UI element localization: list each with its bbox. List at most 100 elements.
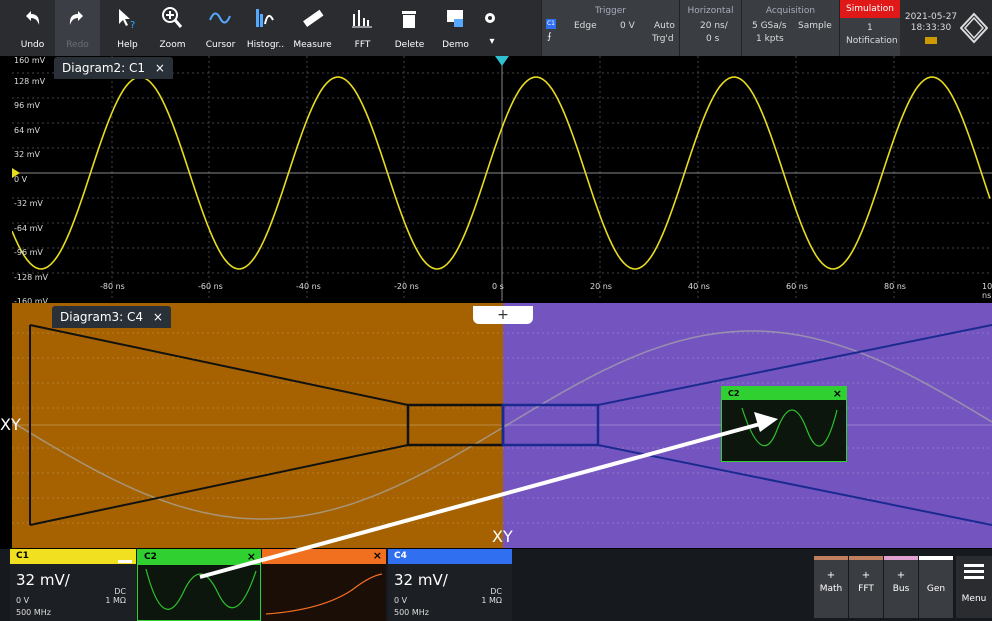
simulation-count: 1 (867, 23, 873, 33)
menu-button[interactable]: Menu (956, 556, 992, 618)
bus-plus-icon: + (896, 570, 906, 581)
acquisition-panel[interactable]: Acquisition 5 GSa/s Sample 1 kpts (741, 0, 839, 56)
diagram2-tab[interactable]: Diagram2: C1 × (54, 57, 173, 79)
delete-label: Delete (394, 40, 425, 50)
drag-preview-name: C2 (728, 389, 740, 398)
trigger-panel[interactable]: Trigger C1 ⨍ Edge 0 V Auto Trg'd (541, 0, 679, 56)
diagram2-x-label: 0 s (492, 282, 504, 291)
acquisition-length: 1 kpts (756, 34, 784, 44)
acquisition-rate: 5 GSa/s (752, 21, 787, 31)
redo-label: Redo (66, 40, 89, 50)
diagram2-x-label: -40 ns (296, 282, 321, 291)
time-text: 18:33:30 (910, 23, 952, 33)
xy-left-label: XY (0, 415, 21, 434)
trigger-state: Trg'd (652, 34, 674, 44)
diagram2-y-label: 64 mV (14, 125, 40, 135)
simulation-panel[interactable]: Simulation 1 Notification (839, 0, 900, 56)
zoom-button[interactable]: Zoom (150, 0, 195, 56)
drag-preview-c2[interactable]: C2 × (721, 386, 847, 462)
trigger-type: Edge (574, 21, 597, 31)
c4-scale: 32 mV/ (394, 571, 448, 589)
diagram2-x-label: 80 ns (884, 282, 906, 291)
undo-button[interactable]: Undo (10, 0, 55, 56)
diagram2-x-label: 20 ns (590, 282, 612, 291)
diagram3-tab[interactable]: Diagram3: C4 × (52, 306, 171, 328)
diagram2[interactable]: Diagram2: C1 × 160 mV 128 mV 96 mV 64 mV 32 … (12, 56, 992, 306)
c1-bandwidth: 500 MHz (16, 608, 51, 617)
diagram2-y-label: -64 mV (14, 223, 43, 233)
delete-button[interactable]: Delete (387, 0, 432, 56)
bus-button[interactable]: + Bus (884, 556, 918, 618)
gen-button[interactable]: Gen (919, 556, 953, 618)
demo-button[interactable]: Demo (433, 0, 478, 56)
ruler-icon (303, 9, 324, 28)
trigger-source-badge: C1 (546, 19, 556, 29)
math-plus-icon: + (826, 570, 836, 581)
channel-c4[interactable]: C4 32 mV/ DC 0 V 1 MΩ 500 MHz (388, 549, 512, 621)
measure-button[interactable]: Measure (290, 0, 335, 56)
math-label: Math (819, 584, 843, 594)
add-diagram-button[interactable]: + (473, 306, 533, 324)
fft-label: FFT (354, 40, 371, 50)
drag-preview-close-button[interactable]: × (832, 387, 842, 400)
math-button[interactable]: + Math (814, 556, 848, 618)
cursor-button[interactable]: Cursor (198, 0, 243, 56)
trigger-level: 0 V (620, 21, 635, 31)
acquisition-header: Acquisition (765, 6, 816, 16)
simulation-header: Simulation (840, 0, 900, 18)
channel-c1[interactable]: C1 32 mV/ DC 0 V 1 MΩ 500 MHz (10, 549, 136, 621)
c3-header (262, 549, 386, 564)
date-text: 2021-05-27 (904, 12, 958, 22)
diagram2-y-label: -32 mV (14, 199, 43, 208)
c4-header: C4 (388, 549, 512, 564)
simulation-label: Notification (846, 36, 898, 46)
redo-button[interactable]: Redo (55, 0, 100, 56)
cursor-label: Cursor (205, 40, 236, 50)
horizontal-panel[interactable]: Horizontal 20 ns/ 0 s (679, 0, 741, 56)
toolbar: Undo Redo ? Help Zoom Cursor Histogr.. M… (0, 0, 992, 56)
gear-icon (485, 13, 495, 23)
diagram2-y-label: -96 mV (14, 248, 43, 257)
diagram3-close-button[interactable]: × (152, 310, 163, 324)
diagram2-y-label: 32 mV (14, 150, 40, 159)
demo-label: Demo (442, 40, 469, 50)
histogram-button[interactable]: Histogr.. (243, 0, 288, 56)
help-button[interactable]: ? Help (105, 0, 150, 56)
trigger-mode: Auto (654, 21, 675, 31)
c3-mini-waveform (265, 573, 383, 615)
fft-button[interactable]: FFT (340, 0, 385, 56)
drag-preview-waveform (741, 407, 838, 447)
gen-label: Gen (926, 584, 946, 594)
c2-close-button[interactable]: × (246, 550, 256, 563)
menu-label: Menu (961, 594, 987, 604)
trigger-header: Trigger (594, 6, 627, 16)
c4-impedance: 1 MΩ (481, 596, 502, 605)
c1-impedance: 1 MΩ (105, 596, 126, 605)
c4-coupling: DC (490, 587, 502, 596)
horizontal-header: Horizontal (687, 6, 734, 16)
diagram2-close-button[interactable]: × (154, 61, 165, 75)
histogram-label: Histogr.. (246, 40, 285, 50)
c1-scale: 32 mV/ (16, 571, 70, 589)
channel-c2[interactable]: C2 × (137, 549, 261, 621)
undo-label: Undo (20, 40, 45, 50)
diagram2-y-label: -128 mV (14, 272, 48, 282)
diagram2-x-label: 60 ns (786, 282, 808, 291)
settings-button[interactable]: ▾ (478, 0, 506, 56)
diagram2-x-label: -80 ns (100, 282, 125, 291)
c1-offset: 0 V (16, 596, 30, 605)
c2-mini-waveform (145, 568, 257, 610)
demo-icon (447, 10, 463, 27)
trigger-position-marker[interactable] (495, 56, 509, 66)
fft-add-button[interactable]: + FFT (849, 556, 883, 618)
acquisition-mode: Sample (798, 21, 832, 31)
edge-icon: ⨍ (547, 32, 552, 42)
c3-close-button[interactable]: × (372, 549, 382, 562)
c1-offset-marker[interactable] (12, 168, 20, 178)
zoom-label: Zoom (159, 40, 186, 50)
diagram2-y-label: 0 V (14, 174, 28, 184)
cursor-wave-icon (209, 12, 231, 24)
chevron-down-icon: ▾ (489, 36, 495, 47)
measure-label: Measure (293, 40, 332, 50)
channel-c3[interactable]: × (262, 549, 386, 621)
